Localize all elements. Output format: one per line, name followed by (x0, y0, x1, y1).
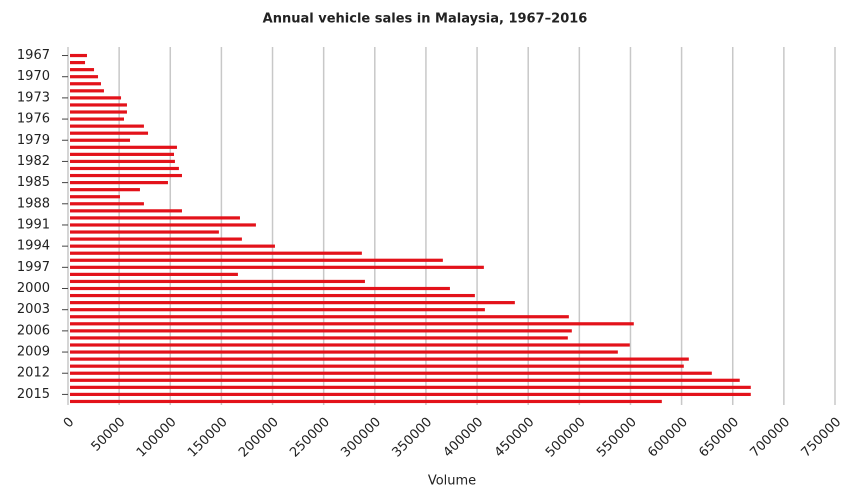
x-tick-label: 350000 (390, 415, 436, 461)
bar (70, 286, 450, 291)
y-tick-label: 2015 (17, 387, 50, 402)
bar (70, 103, 127, 107)
bar (70, 244, 275, 248)
y-tick-label: 1967 (17, 48, 50, 63)
y-tick-label: 1994 (17, 239, 50, 254)
bar (70, 60, 86, 65)
x-tick-label: 250000 (287, 415, 333, 461)
bar (70, 216, 240, 220)
bar (70, 308, 485, 312)
bar (70, 301, 515, 305)
bar (70, 131, 149, 135)
y-tick-label: 2003 (17, 302, 50, 317)
x-tick-label: 100000 (134, 415, 180, 461)
bar (70, 315, 569, 319)
bar (70, 110, 127, 114)
y-tick-label: 2009 (17, 345, 50, 360)
bar (70, 392, 751, 397)
x-tick-label: 500000 (543, 415, 589, 461)
y-tick-label: 1982 (17, 154, 50, 169)
bar (70, 364, 684, 368)
bar (70, 195, 121, 199)
bar (70, 357, 689, 361)
bar (70, 371, 712, 375)
bar (70, 188, 140, 192)
y-tick-label: 1976 (17, 112, 50, 127)
bar (70, 399, 662, 404)
bar (70, 89, 104, 93)
bar (70, 145, 177, 149)
y-tick-label: 2000 (17, 281, 50, 296)
chart-title: Annual vehicle sales in Malaysia, 1967–2… (263, 12, 588, 27)
y-tick-label: 2006 (17, 323, 50, 338)
bar (70, 343, 630, 347)
bar (70, 378, 740, 382)
bar (70, 322, 634, 326)
bar (70, 293, 475, 298)
x-tick-label: 400000 (441, 415, 487, 461)
bar (70, 272, 238, 276)
y-tick-label: 1988 (17, 196, 50, 211)
y-tick-label: 1970 (17, 69, 50, 84)
bar (70, 385, 751, 389)
bar (70, 230, 219, 234)
bar (70, 68, 95, 72)
x-tick-label: 550000 (594, 415, 640, 461)
x-tick-label: 750000 (799, 415, 845, 461)
x-axis-title: Volume (428, 474, 476, 489)
bar (70, 82, 101, 86)
bar (70, 265, 484, 269)
bar (70, 159, 175, 164)
bar (70, 181, 168, 185)
bar (70, 350, 618, 354)
bar (70, 279, 365, 284)
x-tick-label: 0 (61, 415, 77, 431)
x-tick-label: 150000 (185, 415, 231, 461)
bar (70, 223, 256, 227)
x-tick-label: 200000 (236, 415, 282, 461)
bar (70, 75, 99, 79)
bar (70, 329, 572, 333)
y-tick-label: 1991 (17, 217, 50, 232)
x-tick-label: 650000 (696, 415, 742, 461)
bar (70, 202, 144, 206)
x-tick-label: 300000 (338, 415, 384, 461)
bar (70, 258, 443, 262)
bar (70, 209, 182, 213)
bar (70, 336, 568, 340)
y-tick-label: 1997 (17, 260, 50, 275)
x-tick-label: 600000 (645, 415, 691, 461)
y-tick-label: 1979 (17, 133, 50, 148)
bar (70, 124, 144, 128)
x-tick-label: 700000 (747, 415, 793, 461)
y-tick-label: 1985 (17, 175, 50, 190)
y-tick-label: 2012 (17, 366, 50, 381)
bar (70, 166, 179, 171)
x-tick-label: 50000 (89, 415, 129, 455)
bar (70, 237, 242, 241)
bar (70, 117, 124, 121)
bar (70, 138, 131, 142)
bar (70, 251, 362, 255)
bar (70, 152, 175, 156)
y-tick-label: 1973 (17, 90, 50, 105)
bar (70, 173, 182, 178)
x-tick-label: 450000 (492, 415, 538, 461)
bar (70, 96, 122, 100)
bar (70, 53, 87, 58)
